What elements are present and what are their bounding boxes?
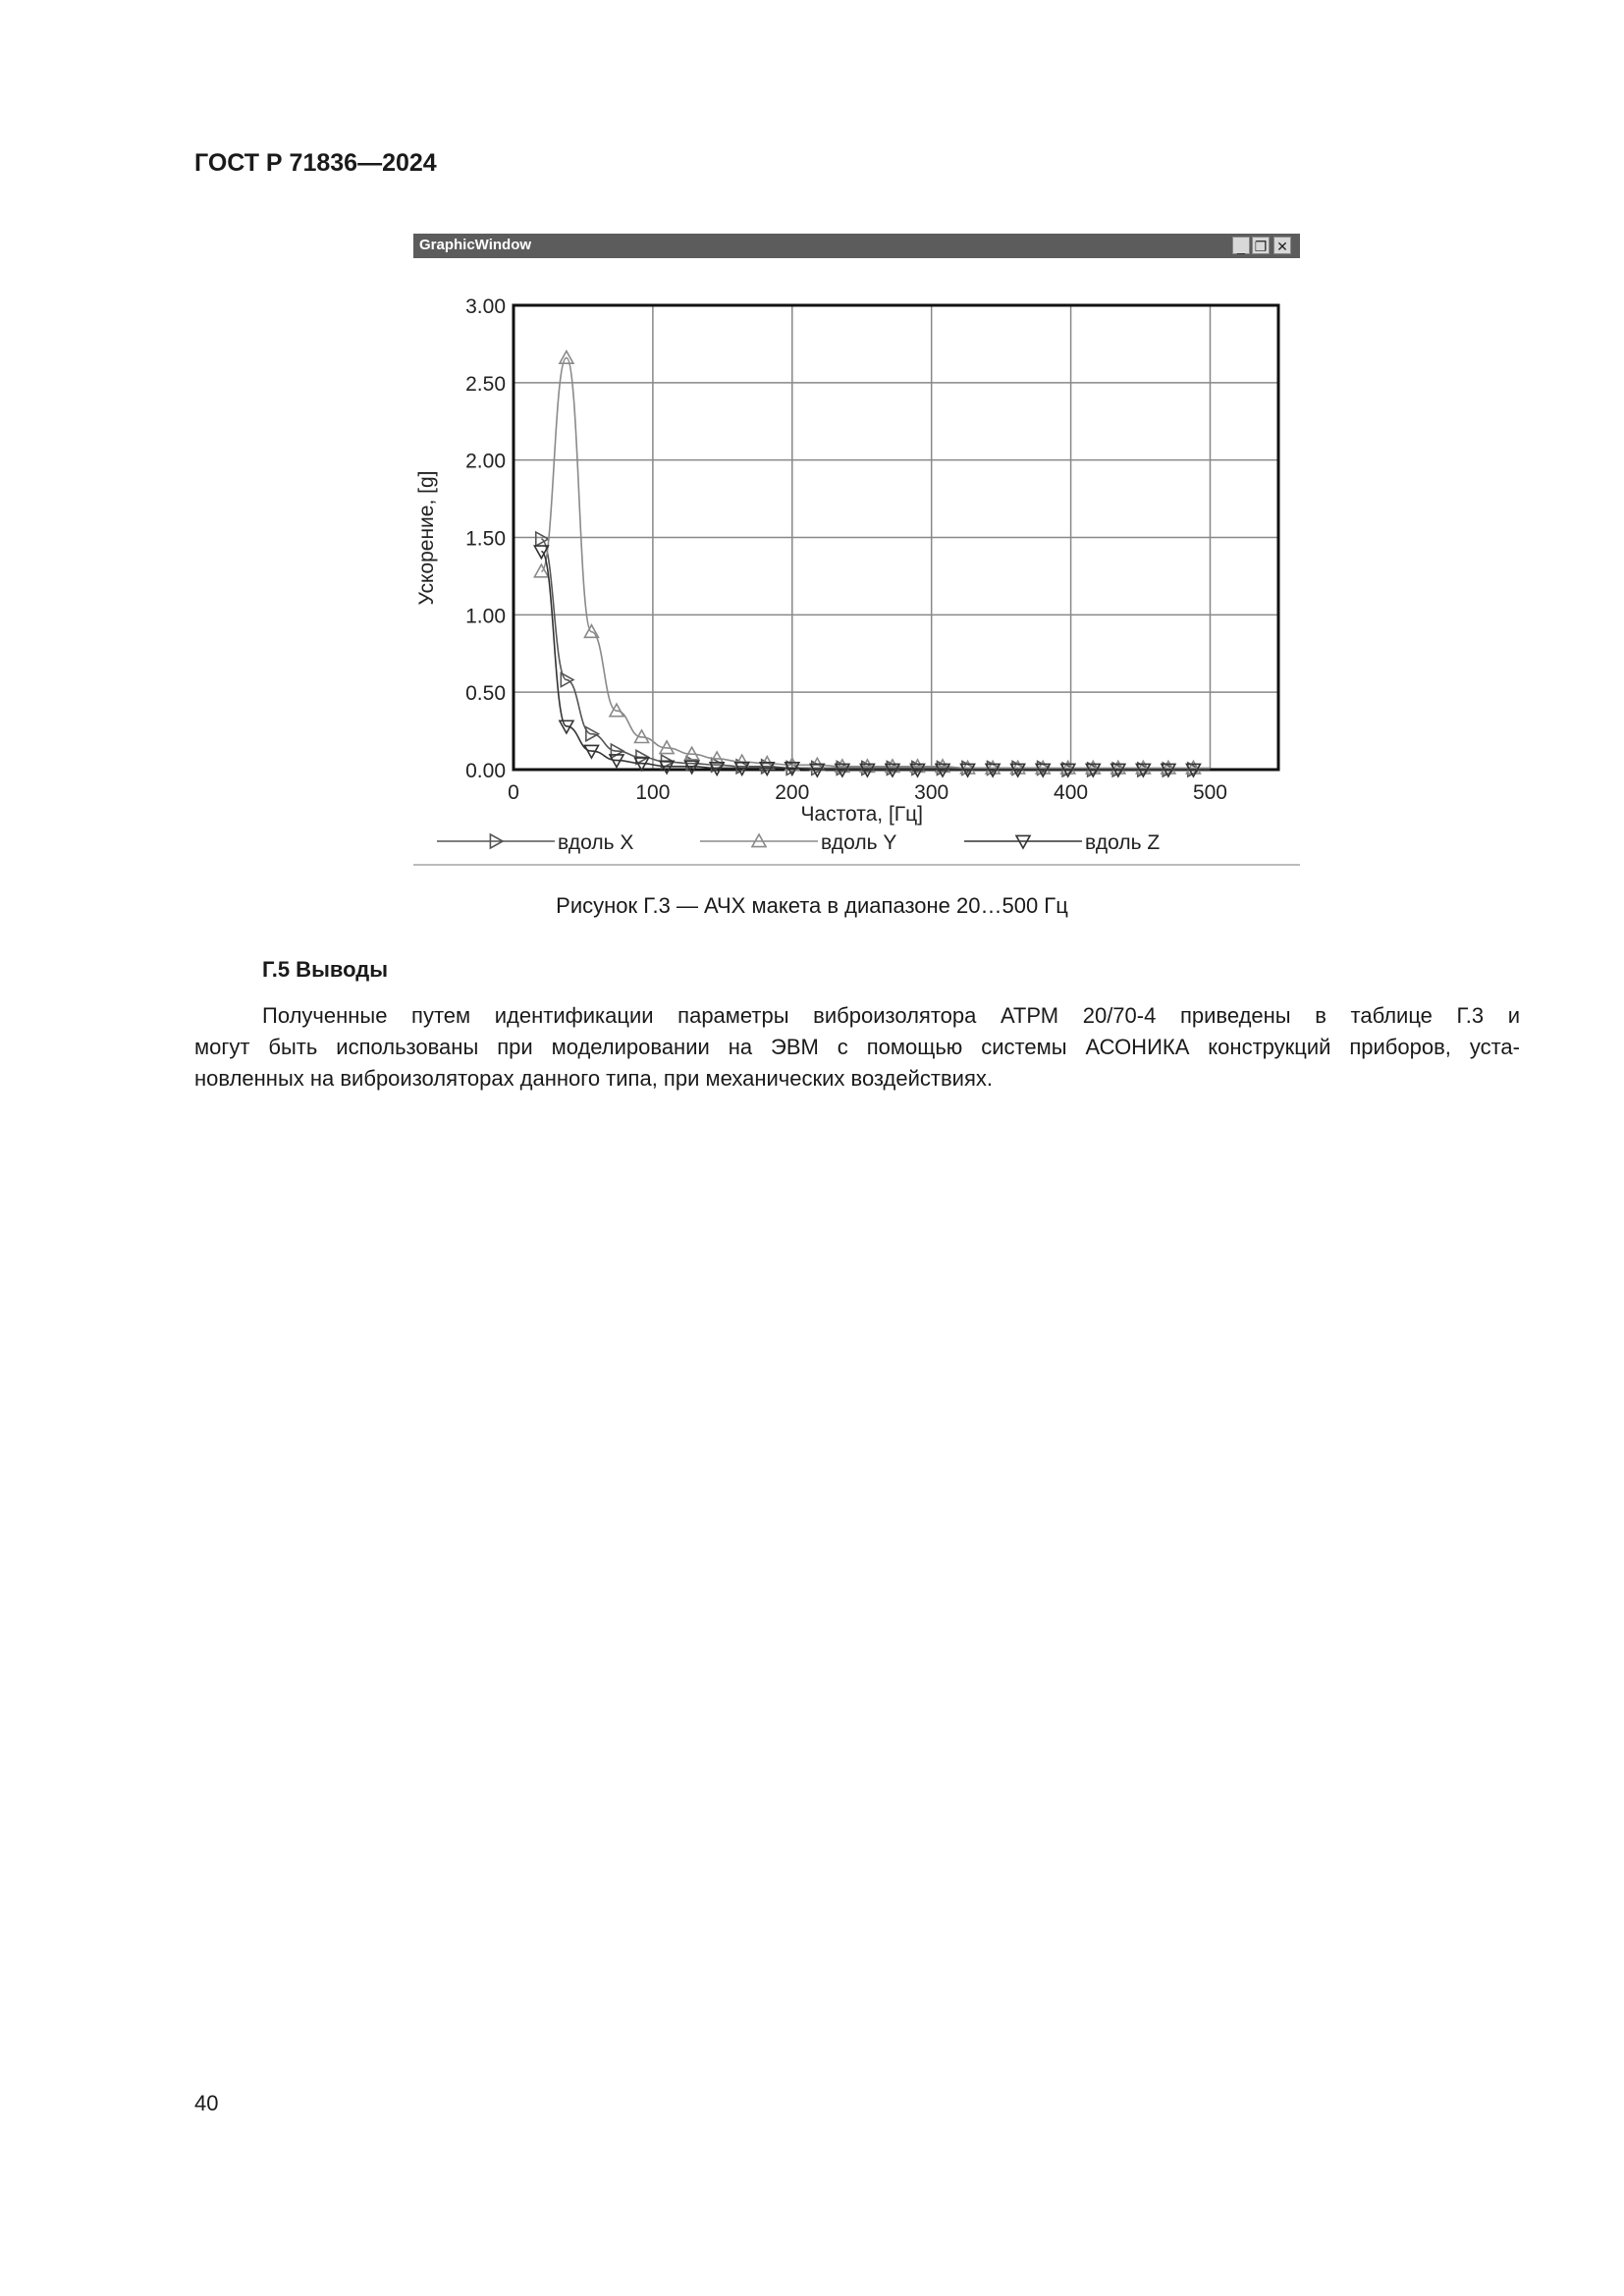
data-point	[1110, 763, 1127, 778]
data-point	[834, 758, 851, 774]
data-point	[1009, 759, 1027, 774]
legend-marker	[489, 832, 505, 850]
data-point	[1135, 763, 1152, 778]
data-point	[984, 763, 1001, 778]
data-point	[608, 702, 625, 718]
y-tick-label: 1.00	[465, 605, 506, 627]
data-point	[533, 545, 550, 561]
data-point	[808, 763, 826, 778]
data-point	[934, 758, 951, 774]
data-point	[1059, 759, 1077, 774]
data-point	[1185, 763, 1202, 778]
window-title: GraphicWindow	[419, 237, 532, 253]
y-tick-label: 0.00	[465, 760, 506, 782]
paragraph-line: могут быть использованы при моделировани…	[194, 1035, 1520, 1059]
legend-marker	[1014, 834, 1032, 850]
window-title-bar[interactable]: GraphicWindow _ ❐ ✕	[413, 234, 1300, 258]
data-point	[1185, 759, 1202, 774]
x-tick-label: 100	[635, 781, 670, 804]
minimize-button[interactable]: _	[1232, 237, 1250, 254]
y-tick-label: 2.00	[465, 451, 506, 473]
y-tick-label: 0.50	[465, 682, 506, 705]
data-point	[1084, 759, 1102, 774]
data-point	[859, 758, 876, 774]
data-point	[1084, 763, 1102, 778]
data-point	[633, 728, 650, 744]
series-line	[540, 538, 1211, 771]
data-point	[909, 763, 926, 778]
data-point	[558, 348, 575, 365]
data-point	[1034, 763, 1052, 778]
legend-label: вдоль X	[558, 831, 633, 854]
data-point	[884, 758, 901, 774]
data-point	[683, 745, 700, 761]
close-button[interactable]: ✕	[1273, 237, 1291, 254]
data-point	[585, 725, 601, 743]
data-point	[708, 762, 726, 777]
data-point	[660, 753, 676, 771]
y-tick-label: 3.00	[465, 295, 506, 318]
data-point	[708, 750, 726, 766]
x-tick-label: 0	[508, 781, 519, 804]
x-tick-label: 200	[775, 781, 809, 804]
x-axis-label: Частота, [Гц]	[800, 803, 923, 826]
data-point	[1160, 759, 1177, 774]
data-point	[1110, 759, 1127, 774]
data-point	[909, 758, 926, 774]
legend-label: вдоль Y	[821, 831, 896, 854]
x-tick-label: 300	[914, 781, 948, 804]
series-line	[540, 550, 1211, 771]
data-point	[683, 760, 700, 775]
figure-caption: Рисунок Г.3 — АЧХ макета в диапазоне 20……	[556, 893, 1068, 918]
data-point	[834, 763, 851, 778]
paragraph-line: Полученные путем идентификации параметры…	[262, 1003, 1520, 1028]
data-point	[658, 760, 676, 775]
data-point	[784, 762, 801, 777]
data-point	[534, 530, 551, 548]
data-point	[1059, 763, 1077, 778]
data-point	[733, 762, 751, 777]
restore-button[interactable]: ❐	[1252, 237, 1270, 254]
data-point	[859, 763, 876, 778]
data-point	[583, 744, 600, 760]
y-tick-label: 1.50	[465, 528, 506, 551]
data-point	[984, 759, 1001, 774]
data-point	[658, 739, 676, 755]
data-point	[884, 763, 901, 778]
data-point	[784, 756, 801, 772]
section-title: Г.5 Выводы	[262, 957, 388, 982]
data-point	[934, 763, 951, 778]
data-point	[1009, 763, 1027, 778]
series-line	[540, 356, 1211, 770]
data-point	[1135, 759, 1152, 774]
x-tick-label: 500	[1193, 781, 1227, 804]
data-point	[608, 754, 625, 770]
data-point	[758, 762, 776, 777]
page-number: 40	[194, 2091, 219, 2115]
data-point	[533, 562, 550, 578]
data-point	[583, 623, 600, 639]
data-point	[1034, 759, 1052, 774]
legend-marker	[750, 832, 768, 848]
data-point	[633, 757, 650, 773]
x-tick-label: 400	[1054, 781, 1088, 804]
y-tick-label: 2.50	[465, 373, 506, 396]
data-point	[1160, 763, 1177, 778]
paragraph-line: новленных на виброизоляторах данного тип…	[194, 1066, 993, 1091]
data-point	[959, 763, 976, 778]
data-point	[560, 671, 575, 688]
legend-label: вдоль Z	[1085, 831, 1160, 854]
data-point	[959, 759, 976, 774]
data-point	[558, 720, 575, 735]
y-axis-label: Ускорение, [g]	[415, 471, 438, 606]
chart: 0.00 0.50 1.00 1.50 2.00 2.50 3.00 0 100 200 300 40…	[413, 295, 1300, 866]
document-header: ГОСТ Р 71836—2024	[194, 149, 437, 177]
